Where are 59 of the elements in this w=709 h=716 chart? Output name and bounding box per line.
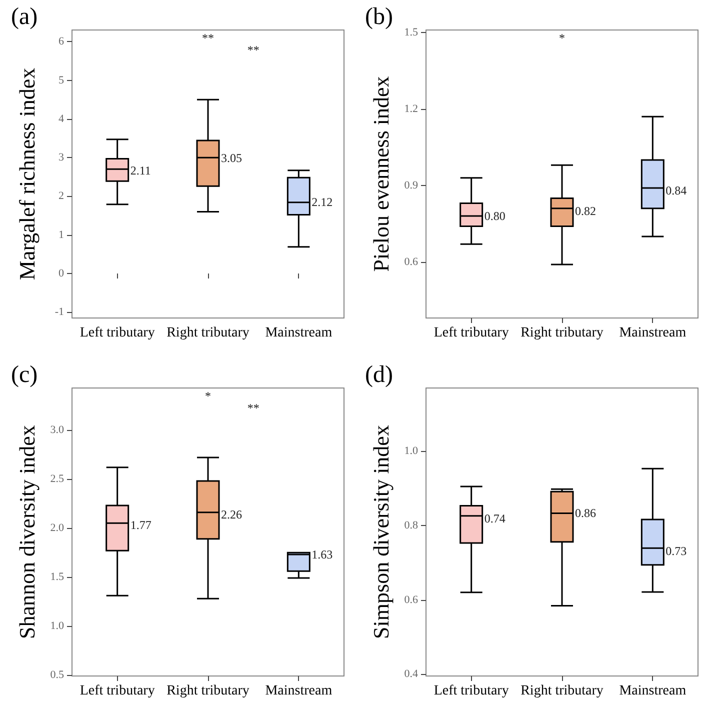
y-tick-label: 5 [58, 74, 64, 86]
y-tick-label: 4 [58, 112, 64, 125]
x-tick-label: Left tributary [434, 684, 509, 698]
x-tick-label: Right tributary [166, 684, 250, 698]
y-tick-label: 6 [58, 36, 64, 48]
annotation: 2.11 [130, 164, 151, 178]
annotation: 0.80 [484, 209, 506, 224]
y-tick-label: 1.0 [404, 445, 418, 458]
y-tick-label: 2.5 [50, 473, 64, 486]
y-tick-label: 3.0 [50, 424, 64, 436]
annotation: 2.26 [221, 507, 242, 522]
y-tick-label: 2 [58, 190, 64, 202]
y-axis-title: Margalef richness index [14, 68, 40, 280]
annotation: ** [202, 31, 214, 45]
x-tick-label: Mainstream [265, 326, 332, 340]
y-tick-label: -1 [54, 306, 64, 318]
annotation: 1.77 [130, 518, 152, 532]
y-tick-label: 0.6 [404, 256, 418, 268]
y-tick-label: 1.5 [404, 26, 418, 39]
y-tick-label: 2.0 [50, 522, 64, 534]
y-axis-title: Shannon diversity index [14, 425, 40, 639]
x-tick-label: Right tributary [166, 326, 250, 340]
y-tick-label: 1.2 [404, 103, 418, 116]
chart-title: (c) [11, 362, 38, 388]
annotation: 0.84 [666, 184, 687, 198]
chart-title: (b) [365, 4, 393, 30]
chart-title: (a) [11, 4, 38, 30]
y-tick-label: 0.4 [404, 668, 418, 680]
x-tick-label: Mainstream [619, 684, 686, 698]
x-tick-label: Mainstream [619, 326, 686, 340]
y-tick-label: 1.0 [50, 620, 64, 632]
y-tick-label: 3 [58, 152, 64, 164]
annotation: 2.12 [312, 195, 333, 210]
annotation: * [205, 389, 211, 403]
x-tick-label: Right tributary [520, 684, 604, 698]
annotation: ** [247, 401, 260, 415]
annotation: * [559, 31, 565, 45]
annotation: 0.73 [666, 544, 687, 558]
annotation: 0.82 [575, 204, 596, 218]
annotation: 1.63 [312, 548, 333, 562]
annotation: 0.86 [575, 506, 596, 520]
x-tick-label: Left tributary [80, 326, 155, 340]
y-tick-label: 0.6 [404, 594, 418, 606]
y-tick-label: 0.5 [50, 669, 64, 682]
x-tick-label: Mainstream [265, 684, 332, 698]
y-tick-label: 1.5 [50, 571, 64, 584]
y-axis-title: Simpson diversity index [368, 425, 394, 639]
y-tick-label: 0.9 [404, 179, 418, 192]
y-tick-label: 0 [58, 268, 64, 280]
x-tick-label: Right tributary [520, 326, 604, 340]
annotation: 3.05 [221, 150, 242, 165]
y-tick-label: 0.8 [404, 519, 418, 532]
x-tick-label: Left tributary [80, 684, 155, 698]
y-tick-label: 1 [58, 228, 64, 241]
annotation: 0.74 [484, 511, 506, 526]
y-axis-title: Pielou evenness index [368, 76, 394, 272]
x-tick-label: Left tributary [434, 326, 509, 340]
annotation: ** [247, 43, 260, 57]
chart-title: (d) [365, 362, 393, 388]
